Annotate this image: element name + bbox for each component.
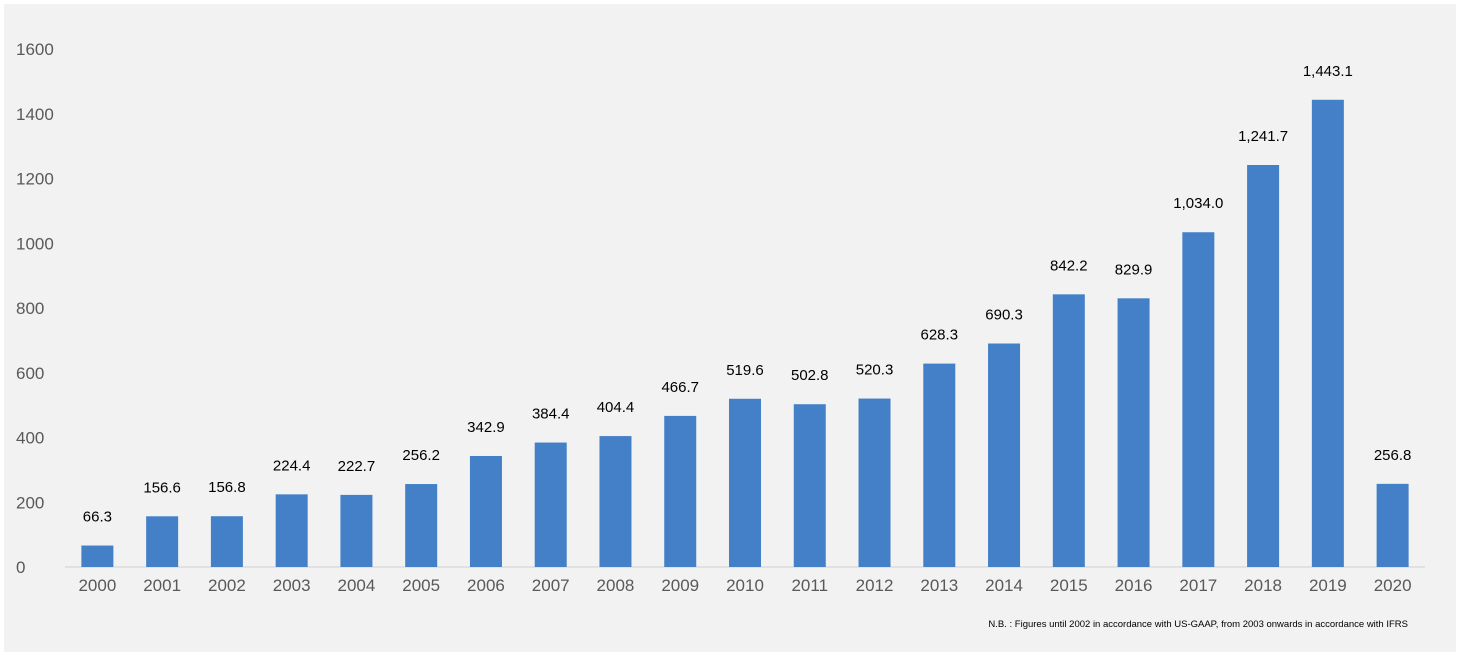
data-label: 519.6 — [726, 362, 764, 379]
bar-2004 — [340, 494, 373, 567]
y-tick-label: 1000 — [16, 234, 54, 253]
bar-2016 — [1117, 298, 1150, 567]
x-tick-label: 2002 — [208, 576, 246, 595]
data-label: 1,443.1 — [1303, 63, 1353, 80]
data-label: 224.4 — [273, 457, 311, 474]
x-tick-label: 2018 — [1244, 576, 1282, 595]
data-label: 256.8 — [1374, 447, 1412, 464]
data-label: 829.9 — [1115, 261, 1153, 278]
x-tick-label: 2009 — [661, 576, 699, 595]
data-label: 1,034.0 — [1173, 195, 1223, 212]
data-label: 66.3 — [83, 509, 112, 526]
x-tick-label: 2003 — [273, 576, 311, 595]
footnote: N.B. : Figures until 2002 in accordance … — [988, 619, 1408, 630]
x-axis-labels: 2000 2001 2002 2003 2004 2005 2006 2007 2008 2009… — [78, 576, 1411, 595]
bars-group — [81, 99, 1409, 567]
y-tick-label: 400 — [16, 429, 44, 448]
bar-2009 — [664, 415, 697, 567]
data-label: 520.3 — [856, 362, 894, 379]
x-tick-label: 2007 — [532, 576, 570, 595]
y-tick-label: 600 — [16, 364, 44, 383]
y-tick-label: 1600 — [16, 40, 54, 59]
x-tick-label: 2017 — [1179, 576, 1217, 595]
data-label: 156.8 — [208, 479, 246, 496]
x-tick-label: 2015 — [1050, 576, 1088, 595]
bar-2013 — [923, 363, 956, 567]
x-tick-label: 2013 — [920, 576, 958, 595]
bar-2007 — [534, 442, 567, 567]
bar-2015 — [1052, 294, 1085, 567]
x-tick-label: 2010 — [726, 576, 764, 595]
bar-2020 — [1376, 483, 1409, 567]
bar-2008 — [599, 436, 632, 567]
data-label: 404.4 — [597, 399, 635, 416]
x-tick-label: 2016 — [1115, 576, 1153, 595]
x-tick-label: 2012 — [856, 576, 894, 595]
bar-2012 — [858, 398, 891, 567]
bar-2010 — [729, 398, 761, 567]
x-tick-label: 2000 — [78, 576, 116, 595]
data-label: 842.2 — [1050, 257, 1088, 274]
x-tick-label: 2006 — [467, 576, 505, 595]
data-label: 342.9 — [467, 419, 505, 436]
bar-2001 — [146, 516, 179, 567]
x-tick-label: 2020 — [1374, 576, 1412, 595]
data-label: 1,241.7 — [1238, 128, 1288, 145]
y-tick-label: 1200 — [16, 170, 54, 189]
data-label: 628.3 — [921, 327, 959, 344]
x-tick-label: 2019 — [1309, 576, 1347, 595]
bar-2000 — [81, 545, 114, 567]
data-label: 222.7 — [338, 458, 376, 475]
x-tick-label: 2011 — [791, 576, 828, 595]
bar-2005 — [405, 484, 438, 567]
bar-2018 — [1247, 164, 1280, 567]
data-label: 690.3 — [985, 307, 1023, 324]
chart-container: 0 200 400 600 800 1000 1200 1400 1600 2000 2001 20… — [4, 4, 1456, 652]
data-label: 156.6 — [143, 479, 181, 496]
bar-2017 — [1182, 232, 1215, 567]
data-label: 466.7 — [661, 379, 699, 396]
bar-2006 — [469, 455, 502, 567]
data-label: 256.2 — [402, 447, 440, 464]
bar-2003 — [275, 494, 308, 567]
y-tick-label: 200 — [16, 493, 44, 512]
x-tick-label: 2001 — [143, 576, 181, 595]
x-tick-label: 2004 — [338, 576, 376, 595]
y-tick-label: 1400 — [16, 105, 54, 124]
bar-2014 — [988, 343, 1021, 567]
y-tick-label: 800 — [16, 299, 44, 318]
data-label: 384.4 — [532, 406, 570, 423]
bar-2002 — [210, 516, 243, 567]
data-label: 502.8 — [791, 367, 829, 384]
x-tick-label: 2014 — [985, 576, 1023, 595]
bar-2011 — [793, 404, 826, 567]
data-labels-group: 66.3 156.6 156.8 224.4 222.7 256.2 342.9 384.4 4… — [83, 63, 1412, 526]
x-tick-label: 2008 — [597, 576, 635, 595]
y-axis: 0 200 400 600 800 1000 1200 1400 1600 — [16, 40, 54, 577]
y-tick-label: 0 — [16, 558, 25, 577]
bar-2019 — [1311, 99, 1344, 567]
x-tick-label: 2005 — [402, 576, 440, 595]
